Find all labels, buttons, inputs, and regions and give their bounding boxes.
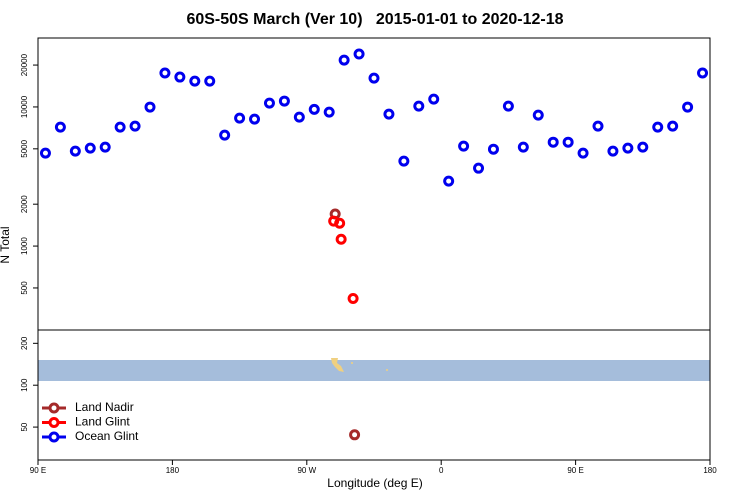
y-tick-label: 500 — [20, 281, 29, 295]
data-point — [622, 142, 634, 154]
legend-label: Land Nadir — [75, 400, 134, 414]
legend-marker — [48, 402, 60, 414]
data-point — [413, 100, 425, 112]
data-point — [204, 75, 216, 87]
land-shape — [386, 369, 388, 371]
data-point — [54, 121, 66, 133]
y-axis-label: N Total — [0, 226, 12, 263]
data-point — [562, 136, 574, 148]
data-point — [353, 48, 365, 60]
data-point — [234, 112, 246, 124]
legend-label: Land Glint — [75, 415, 130, 429]
data-point — [398, 155, 410, 167]
data-point — [159, 67, 171, 79]
y-tick-label: 10000 — [20, 95, 29, 118]
data-point — [39, 147, 51, 159]
data-point — [428, 93, 440, 105]
data-point — [349, 429, 361, 441]
data-point — [69, 145, 81, 157]
data-point — [144, 101, 156, 113]
y-tick-label: 5000 — [20, 139, 29, 157]
data-point — [368, 72, 380, 84]
data-point — [174, 71, 186, 83]
data-point — [547, 136, 559, 148]
data-point — [592, 120, 604, 132]
data-point — [682, 101, 694, 113]
data-point — [473, 162, 485, 174]
data-point — [263, 97, 275, 109]
data-point — [338, 54, 350, 66]
latitude-band — [38, 360, 710, 381]
data-point — [667, 120, 679, 132]
data-point — [577, 147, 589, 159]
x-axis-label: Longitude (deg E) — [327, 476, 422, 490]
y-tick-label: 1000 — [20, 237, 29, 255]
data-point — [517, 141, 529, 153]
x-tick-label: 90 W — [297, 466, 316, 475]
data-point — [308, 103, 320, 115]
land-shape — [331, 358, 344, 372]
data-point — [334, 217, 346, 229]
data-point — [323, 106, 335, 118]
data-point — [652, 121, 664, 133]
legend-marker — [48, 431, 60, 443]
data-point — [607, 145, 619, 157]
land-shape — [351, 362, 353, 364]
data-point — [278, 95, 290, 107]
data-point — [347, 292, 359, 304]
legend-label: Ocean Glint — [75, 429, 139, 443]
x-tick-label: 0 — [439, 466, 444, 475]
data-point — [189, 75, 201, 87]
y-tick-label: 100 — [20, 378, 29, 392]
data-point — [335, 233, 347, 245]
chart-title: 60S-50S March (Ver 10) 2015-01-01 to 202… — [186, 11, 563, 28]
y-tick-label: 200 — [20, 336, 29, 350]
x-tick-label: 90 E — [30, 466, 46, 475]
data-point — [84, 142, 96, 154]
map-inset — [38, 358, 710, 381]
x-tick-label: 180 — [166, 466, 180, 475]
x-tick-label: 180 — [703, 466, 717, 475]
plot-frame — [37, 37, 711, 461]
data-point — [293, 111, 305, 123]
legend-marker — [48, 417, 60, 428]
y-tick-label: 50 — [20, 422, 29, 431]
data-point — [532, 109, 544, 121]
data-point — [99, 141, 111, 153]
data-point — [443, 175, 455, 187]
data-point — [487, 143, 499, 155]
data-point — [219, 129, 231, 141]
data-point — [249, 113, 261, 125]
data-point — [502, 100, 514, 112]
data-point — [383, 108, 395, 120]
data-point — [637, 141, 649, 153]
y-tick-label: 2000 — [20, 195, 29, 213]
data-point — [697, 67, 709, 79]
x-tick-label: 90 E — [567, 466, 583, 475]
y-tick-label: 20000 — [20, 53, 29, 76]
data-point — [114, 121, 126, 133]
data-point — [458, 140, 470, 152]
data-point — [129, 120, 141, 132]
